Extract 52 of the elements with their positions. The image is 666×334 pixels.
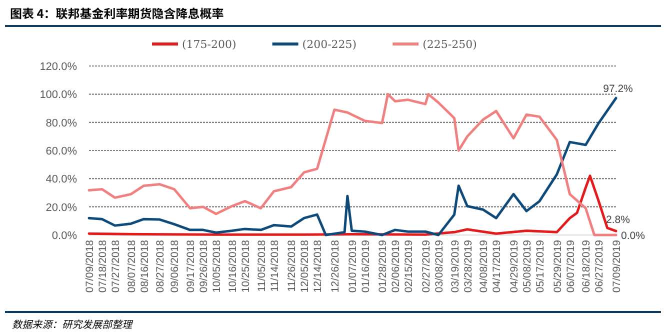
x-tick-label: 10/16/2018 [226,240,239,293]
x-tick-label: 11/26/2018 [286,240,298,292]
x-tick-label: 01/07/2019 [346,240,359,293]
data-label: 97.2% [603,83,633,96]
y-tick-label: 0.0% [52,230,78,242]
x-tick-label: 01/28/2019 [377,240,390,293]
x-tick-label: 10/05/2018 [211,240,224,293]
x-tick-label: 12/05/2018 [299,240,312,293]
x-tick-label: 02/06/2019 [390,240,402,293]
x-tick-label: 05/17/2019 [534,240,546,293]
x-tick-label: 12/26/2018 [329,240,342,293]
x-tick-label: 07/09/2018 [84,240,96,293]
x-tick-label: 08/27/2018 [154,240,167,293]
x-tick-label: 11/14/2018 [268,240,281,292]
x-tick-label: 10/25/2018 [240,240,252,293]
data-label: 2.8% [606,214,630,226]
x-tick-label: 07/27/2018 [110,240,122,293]
data-label: 0.0% [621,230,645,242]
x-tick-label: 08/16/2018 [138,240,151,293]
x-tick-label: 04/08/2019 [478,240,490,293]
x-tick-label: 03/19/2019 [449,240,462,293]
x-tick-label: 01/16/2019 [360,240,372,293]
y-tick-label: 40.0% [46,174,78,186]
y-tick-label: 120.0% [40,61,78,73]
x-tick-label: 09/17/2018 [185,240,198,293]
legend-label: (200-225) [302,38,357,51]
x-tick-label: 04/29/2019 [508,240,520,293]
x-tick-label: 06/07/2019 [564,240,577,293]
legend-label: (225-250) [422,38,477,51]
x-tick-label: 11/05/2018 [256,240,268,292]
x-tick-label: 12/14/2018 [312,240,324,293]
x-tick-label: 03/28/2019 [462,240,474,293]
x-tick-label: 05/29/2019 [552,240,564,293]
chart-title: 图表 4：联邦基金利率期货隐含降息概率 [10,5,224,22]
x-tick-label: 02/27/2019 [420,240,432,293]
x-tick-label: 07/18/2018 [96,240,109,293]
y-tick-label: 100.0% [40,89,78,102]
y-tick-label: 80.0% [46,117,78,130]
x-tick-label: 08/07/2018 [126,240,138,293]
y-tick-label: 60.0% [46,146,78,158]
source-note: 数据来源：研究发展部整理 [12,316,134,331]
x-tick-label: 09/26/2018 [198,240,210,293]
x-tick-label: 06/18/2019 [580,240,593,293]
x-tick-label: 07/09/2019 [611,240,623,293]
x-tick-label: 05/08/2019 [521,240,534,293]
x-tick-label: 03/08/2019 [433,240,446,293]
x-tick-label: 09/06/2018 [169,240,182,293]
x-tick-label: 04/17/2019 [491,240,504,293]
x-tick-label: 06/27/2019 [594,240,606,293]
legend-label: (175-200) [182,38,236,51]
x-tick-label: 02/15/2019 [403,240,416,293]
y-tick-label: 20.0% [46,202,78,214]
